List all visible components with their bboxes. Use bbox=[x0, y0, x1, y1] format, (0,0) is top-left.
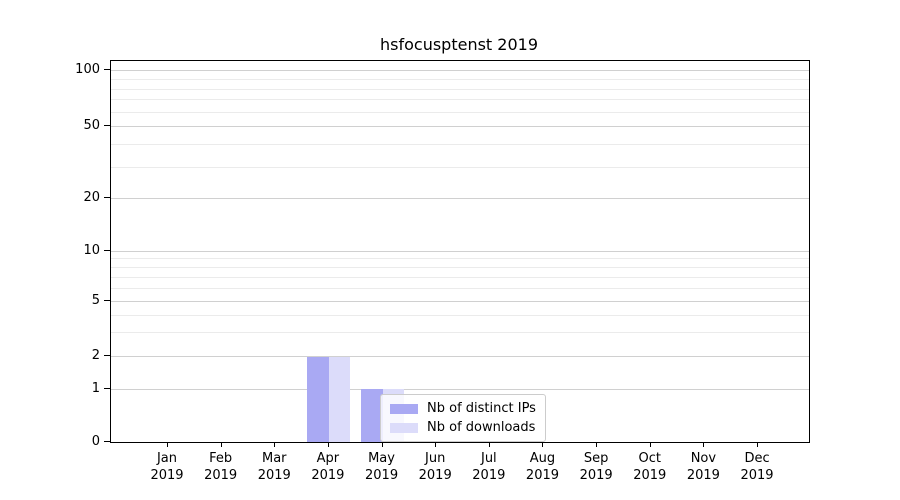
minor-gridline bbox=[111, 276, 809, 278]
legend-label-distinct-ips: Nb of distinct IPs bbox=[427, 401, 536, 416]
x-tick-mark bbox=[435, 442, 437, 447]
x-tick-mark bbox=[596, 442, 598, 447]
minor-gridline bbox=[111, 111, 809, 113]
y-tick-mark bbox=[104, 249, 110, 251]
x-tick-month: Feb bbox=[209, 451, 233, 466]
x-tick-year: 2019 bbox=[257, 468, 291, 483]
x-tick-month: Mar bbox=[262, 451, 287, 466]
x-tick-year: 2019 bbox=[472, 468, 506, 483]
x-tick-label-sep: Sep 2019 bbox=[564, 450, 628, 484]
x-tick-year: 2019 bbox=[204, 468, 238, 483]
minor-gridline bbox=[111, 288, 809, 290]
x-tick-label-jan: Jan 2019 bbox=[135, 450, 199, 484]
x-tick-label-jul: Jul 2019 bbox=[457, 450, 521, 484]
legend: Nb of distinct IPs Nb of downloads bbox=[380, 394, 546, 442]
x-tick-label-oct: Oct 2019 bbox=[618, 450, 682, 484]
x-tick-label-mar: Mar 2019 bbox=[242, 450, 306, 484]
y-tick-mark bbox=[104, 387, 110, 389]
x-tick-mark bbox=[757, 442, 759, 447]
x-tick-year: 2019 bbox=[525, 468, 560, 483]
y-tick-label: 1 bbox=[91, 380, 100, 396]
x-tick-year: 2019 bbox=[740, 468, 774, 483]
minor-gridline bbox=[111, 144, 809, 146]
x-tick-label-jun: Jun 2019 bbox=[403, 450, 467, 484]
x-tick-label-apr: Apr 2019 bbox=[296, 450, 360, 484]
minor-gridline bbox=[111, 258, 809, 260]
x-tick-month: Jul bbox=[480, 451, 497, 466]
y-tick-label: 20 bbox=[83, 190, 100, 206]
legend-swatch-distinct-ips-icon bbox=[390, 403, 418, 414]
minor-gridline bbox=[111, 88, 809, 90]
y-tick-mark bbox=[104, 197, 110, 199]
bar-apr-distinct-ips bbox=[307, 356, 329, 442]
x-tick-year: 2019 bbox=[579, 468, 613, 483]
x-tick-mark bbox=[327, 442, 329, 447]
y-tick-mark bbox=[104, 300, 110, 302]
y-tick-label: 50 bbox=[83, 118, 100, 134]
x-tick-month: Oct bbox=[638, 451, 661, 466]
x-tick-label-nov: Nov 2019 bbox=[671, 450, 735, 484]
x-tick-month: Apr bbox=[316, 451, 340, 466]
legend-item-downloads: Nb of downloads bbox=[390, 420, 536, 435]
plot-area: Nb of distinct IPs Nb of downloads bbox=[110, 60, 810, 443]
x-tick-mark bbox=[167, 442, 168, 447]
minor-gridline bbox=[111, 166, 809, 168]
y-tick-label: 2 bbox=[91, 348, 100, 363]
x-tick-label-feb: Feb 2019 bbox=[189, 450, 253, 484]
x-tick-year: 2019 bbox=[365, 468, 399, 483]
legend-swatch-downloads-icon bbox=[390, 422, 418, 433]
y-tick-mark bbox=[104, 69, 110, 71]
legend-item-distinct-ips: Nb of distinct IPs bbox=[390, 401, 536, 416]
x-tick-month: Sep bbox=[583, 451, 609, 466]
x-tick-year: 2019 bbox=[633, 468, 667, 483]
x-tick-month: May bbox=[368, 451, 395, 466]
x-tick-mark bbox=[220, 442, 222, 447]
x-tick-month: Dec bbox=[744, 451, 770, 466]
minor-gridline bbox=[111, 99, 809, 101]
y-tick-mark bbox=[104, 440, 110, 442]
y-tick-label: 5 bbox=[91, 293, 100, 309]
y-tick-mark bbox=[104, 355, 110, 356]
x-tick-month: Nov bbox=[690, 451, 717, 466]
x-tick-mark bbox=[274, 442, 276, 447]
x-tick-year: 2019 bbox=[418, 468, 452, 483]
major-gridline bbox=[111, 356, 809, 357]
major-gridline bbox=[111, 250, 809, 252]
minor-gridline bbox=[111, 331, 809, 333]
y-tick-label: 10 bbox=[83, 242, 100, 258]
legend-label-downloads: Nb of downloads bbox=[427, 420, 536, 435]
x-tick-year: 2019 bbox=[686, 468, 720, 483]
x-tick-label-aug: Aug 2019 bbox=[510, 450, 574, 484]
bar-apr-downloads bbox=[328, 356, 351, 442]
minor-gridline bbox=[111, 78, 809, 80]
x-tick-mark bbox=[649, 442, 651, 447]
major-gridline bbox=[111, 301, 809, 303]
x-tick-mark bbox=[381, 442, 383, 447]
minor-gridline bbox=[111, 266, 809, 268]
major-gridline bbox=[111, 126, 809, 128]
major-gridline bbox=[111, 198, 809, 200]
y-tick-label: 0 bbox=[91, 433, 100, 449]
major-gridline bbox=[111, 388, 809, 390]
y-tick-mark bbox=[104, 125, 110, 127]
x-tick-month: Jan bbox=[156, 451, 178, 466]
x-tick-year: 2019 bbox=[311, 468, 345, 483]
x-tick-month: Aug bbox=[529, 451, 556, 466]
y-tick-label: 100 bbox=[75, 62, 100, 78]
x-tick-mark bbox=[542, 442, 544, 447]
bar-may-distinct-ips bbox=[361, 389, 383, 442]
x-tick-month: Jun bbox=[425, 451, 446, 466]
x-tick-year: 2019 bbox=[150, 468, 184, 483]
x-tick-mark bbox=[488, 442, 490, 447]
x-tick-label-dec: Dec 2019 bbox=[725, 450, 789, 484]
minor-gridline bbox=[111, 314, 809, 316]
major-gridline bbox=[111, 70, 809, 72]
x-tick-mark bbox=[703, 442, 705, 447]
x-tick-label-may: May 2019 bbox=[350, 450, 414, 484]
chart-title: hsfocusptenst 2019 bbox=[380, 35, 538, 54]
